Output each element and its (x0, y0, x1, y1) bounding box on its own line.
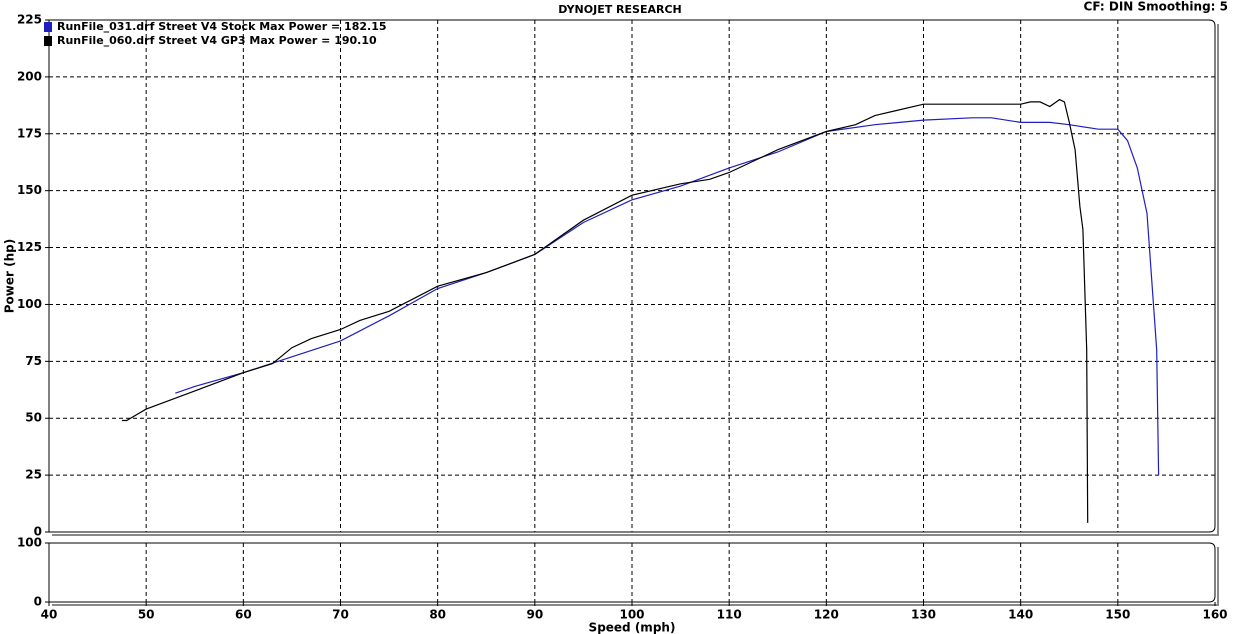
x-tick-label: 80 (429, 608, 446, 622)
y-tick-label: 75 (25, 354, 42, 368)
x-tick-label: 160 (1202, 608, 1227, 622)
x-tick-label: 130 (911, 608, 936, 622)
y-tick-label: 225 (17, 13, 42, 27)
legend-label: RunFile_031.drf Street V4 Stock Max Powe… (57, 20, 387, 33)
power-line (121, 98, 1089, 523)
legend-label: RunFile_060.drf Street V4 GP3 Max Power … (57, 34, 377, 47)
y-tick-label: 100 (17, 297, 42, 311)
panel-shadow (52, 24, 1219, 536)
panel-shadow (52, 547, 1219, 606)
x-tick-label: 40 (41, 608, 58, 622)
y-tick-label: 175 (17, 126, 42, 140)
x-tick-label: 140 (1008, 608, 1033, 622)
x-tick-label: 60 (235, 608, 252, 622)
y-axis-label: Power (hp) (3, 239, 17, 313)
y-tick-label: 125 (17, 240, 42, 254)
y-tick-label: 0 (34, 595, 42, 609)
x-tick-label: 70 (332, 608, 349, 622)
chart-title: DYNOJET RESEARCH (558, 3, 681, 16)
legend-swatch (44, 36, 52, 46)
y-tick-label: 150 (17, 183, 42, 197)
x-tick-label: 110 (717, 608, 742, 622)
y-tick-label: 200 (17, 69, 42, 83)
legend-swatch (44, 22, 52, 32)
annotation: CF: DIN Smoothing: 5 (1084, 0, 1228, 14)
x-tick-label: 150 (1105, 608, 1130, 622)
y-tick-label: 25 (25, 468, 42, 482)
x-axis-label: Speed (mph) (589, 621, 676, 634)
y-tick-label: 0 (34, 525, 42, 539)
y-tick-label: 50 (25, 411, 42, 425)
x-tick-label: 90 (526, 608, 543, 622)
x-tick-label: 120 (814, 608, 839, 622)
x-tick-label: 100 (619, 608, 644, 622)
y-tick-label: 100 (17, 536, 42, 550)
x-tick-label: 50 (138, 608, 155, 622)
